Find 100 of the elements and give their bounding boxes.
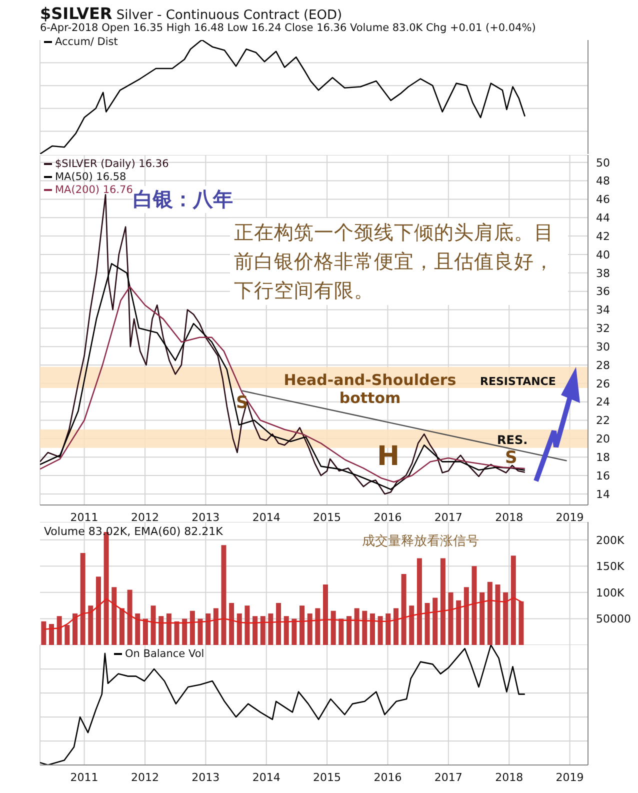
legend-label: $SILVER (Daily) 16.36 <box>54 158 169 171</box>
bar <box>174 621 180 645</box>
bar <box>292 618 297 645</box>
bar <box>252 616 258 645</box>
bar <box>268 613 274 645</box>
x-tick-label: 2018 <box>495 510 524 524</box>
bar <box>49 624 54 645</box>
bar <box>182 618 188 645</box>
bar <box>416 558 422 645</box>
y-tick-label: 20 <box>596 432 610 446</box>
x-tick-label: 2015 <box>313 510 342 524</box>
bar <box>518 601 524 645</box>
bar <box>158 616 164 645</box>
bar <box>96 576 101 645</box>
y-tick-label: 50000 <box>596 612 631 626</box>
bar <box>370 613 375 645</box>
annotation: Head-and-Shoulders bottom <box>282 371 458 407</box>
annotation: 成交量释放看涨信号 <box>362 533 479 550</box>
bar <box>330 610 336 645</box>
y-tick-label: 36 <box>596 285 610 298</box>
bar <box>510 556 516 645</box>
bar <box>315 608 320 645</box>
bar <box>472 566 477 645</box>
bar <box>338 618 344 645</box>
bar <box>229 602 234 645</box>
bar <box>284 616 289 645</box>
bar <box>401 574 406 645</box>
legend-label: MA(50) 16.58 <box>54 171 128 184</box>
bar <box>440 558 446 645</box>
bar <box>244 606 250 645</box>
y-tick-label: 14 <box>596 488 610 501</box>
bar <box>378 616 383 645</box>
y-tick-label: 28 <box>596 358 610 372</box>
x-tick-label: 2011 <box>70 770 98 784</box>
legend-label: On Balance Vol <box>124 648 204 661</box>
bar <box>495 584 500 645</box>
bar <box>64 625 70 645</box>
y-tick-label: 34 <box>596 304 610 317</box>
bar <box>323 584 328 645</box>
annotation: 白银：八年 <box>133 186 233 213</box>
x-tick-label: 2015 <box>313 770 342 784</box>
y-tick-label: 40 <box>596 248 610 262</box>
x-tick-label: 2013 <box>192 770 220 784</box>
y-tick-label: 32 <box>596 322 610 336</box>
y-tick-label: 46 <box>596 193 610 206</box>
annotation: H <box>377 441 400 472</box>
bar <box>236 613 242 645</box>
bar <box>503 592 508 645</box>
x-tick-label: 2017 <box>434 770 462 784</box>
bar <box>424 602 430 645</box>
bar <box>41 621 46 645</box>
bar <box>464 587 469 645</box>
bar <box>112 587 117 645</box>
y-tick-label: 200K <box>596 534 625 547</box>
bar <box>213 608 218 645</box>
bar <box>260 616 266 645</box>
bar <box>72 613 78 645</box>
x-tick-label: 2014 <box>252 770 280 784</box>
bar <box>206 613 211 645</box>
bar <box>150 606 156 645</box>
legend-label: Accum/ Dist <box>54 36 118 49</box>
bar <box>166 613 172 645</box>
x-tick-label: 2018 <box>495 770 524 784</box>
bar <box>456 600 462 645</box>
legend-label: MA(200) 16.76 <box>55 184 133 196</box>
x-tick-label: 2013 <box>192 510 220 524</box>
bar <box>142 618 148 645</box>
chart-title: Volume 83.02K, EMA(60) 82.21K <box>44 525 223 538</box>
bar <box>127 590 132 645</box>
x-tick-label: 2019 <box>556 510 584 524</box>
bar <box>300 606 305 645</box>
y-tick-label: 26 <box>596 377 610 390</box>
bar <box>198 618 203 645</box>
bar <box>432 598 438 645</box>
y-tick-label: 38 <box>596 266 610 280</box>
x-tick-label: 2012 <box>130 770 159 784</box>
y-tick-label: 50 <box>596 156 610 170</box>
bar <box>190 610 195 645</box>
bar <box>386 613 391 645</box>
bar <box>276 602 282 645</box>
x-tick-label: 2017 <box>434 510 462 524</box>
line-series <box>43 597 522 630</box>
annotation: RES. <box>497 433 528 447</box>
annotation: RESISTANCE <box>480 375 556 388</box>
bar <box>448 592 454 645</box>
y-tick-label: 24 <box>596 396 610 409</box>
bar <box>221 545 226 645</box>
bar <box>346 616 352 645</box>
x-tick-label: 2012 <box>130 510 159 524</box>
bar <box>354 608 360 645</box>
bar <box>88 606 94 645</box>
y-tick-label: 44 <box>596 212 610 225</box>
x-tick-label: 2016 <box>374 510 402 524</box>
bar <box>135 613 140 645</box>
chart-subtitle: 6-Apr-2018 Open 16.35 High 16.48 Low 16.24 Close 16.36 Volume 83.0K Chg +0.01 (+0.04%) <box>40 22 536 34</box>
y-tick-label: 18 <box>596 451 610 464</box>
bar <box>307 613 312 645</box>
bar <box>119 608 124 645</box>
y-tick-label: 48 <box>596 174 610 188</box>
x-tick-label: 2016 <box>374 770 402 784</box>
